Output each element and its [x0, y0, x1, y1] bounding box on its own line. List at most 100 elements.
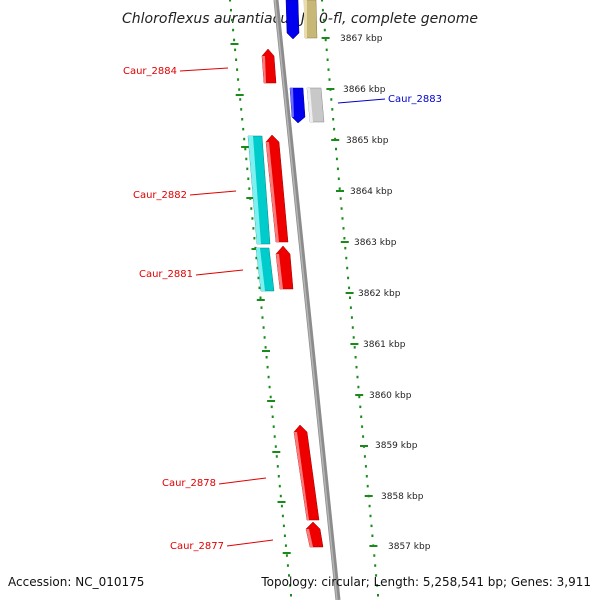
gene-caur-2883[interactable] — [289, 87, 306, 124]
gene-label-caur-2884-group: Caur_2884 — [123, 66, 229, 77]
ruler-dot — [257, 276, 260, 280]
ruler-dot — [290, 594, 292, 597]
ruler-dot — [330, 98, 333, 101]
ruler-dot — [327, 68, 330, 71]
ruler-dot — [342, 227, 345, 230]
ruler-dot — [279, 494, 282, 498]
ruler-dot — [240, 108, 243, 111]
tick-label-3857: 3857 kbp — [388, 542, 431, 552]
ruler-dot — [277, 475, 280, 478]
ruler-dot — [247, 177, 250, 180]
gene-label-caur-2877-group: Caur_2877 — [170, 539, 274, 552]
gene-label-caur-2878[interactable]: Caur_2878 — [162, 478, 216, 489]
gene-label-caur-2883[interactable]: Caur_2883 — [388, 94, 442, 105]
ruler-dot — [256, 266, 259, 270]
ruler-dot — [242, 127, 245, 131]
ruler-dot — [340, 207, 343, 210]
ruler-dot — [355, 365, 358, 369]
ruler-dot — [362, 435, 365, 438]
ruler-dot — [252, 227, 255, 230]
ruler-dot — [356, 375, 359, 379]
gene-red-2881-partner[interactable] — [275, 245, 294, 290]
ruler-dot — [251, 217, 254, 220]
ruler-dot — [324, 38, 327, 42]
gene-caur-2884[interactable] — [261, 48, 277, 84]
ruler-dot — [280, 504, 283, 508]
gene-caur-2882[interactable] — [247, 135, 271, 245]
ruler-dot — [332, 118, 335, 121]
ruler-dot — [363, 455, 366, 458]
gene-top-blue[interactable] — [285, 0, 300, 40]
ruler-dot — [263, 336, 266, 339]
left-ruler — [229, 0, 292, 597]
gene-caur-2877[interactable] — [305, 521, 324, 548]
ruler-dot — [374, 564, 377, 567]
gene-label-caur-2882-group: Caur_2882 — [133, 190, 237, 201]
ruler-dot — [283, 534, 286, 537]
ruler-dot — [375, 574, 378, 577]
gene-label-caur-2878-group: Caur_2878 — [162, 477, 267, 489]
gene-label-caur-2884[interactable]: Caur_2884 — [123, 66, 177, 77]
ruler-dot — [238, 88, 241, 91]
ruler-dot — [346, 266, 349, 270]
ruler-dot — [341, 217, 344, 220]
gene-label-caur-2882[interactable]: Caur_2882 — [133, 190, 187, 201]
ruler-dot — [285, 554, 288, 557]
ruler-dot — [322, 18, 325, 22]
ruler-dot — [275, 455, 278, 458]
ruler-dot — [272, 425, 275, 428]
gene-label-caur-2877[interactable]: Caur_2877 — [170, 541, 224, 552]
ruler-dot — [354, 356, 357, 359]
ruler-dot — [284, 544, 287, 547]
ruler-dot — [365, 475, 368, 478]
ruler-dot — [321, 0, 323, 2]
ruler-dot — [266, 365, 269, 369]
ruler-dot — [370, 524, 373, 528]
gene-caur-2878[interactable] — [293, 424, 320, 521]
ruler-dot — [337, 177, 340, 180]
ruler-dot — [258, 286, 261, 290]
tick-label-3864: 3864 kbp — [350, 187, 393, 197]
topology-text: Topology: circular; Length: 5,258,541 bp… — [260, 575, 591, 589]
tick-label-3866: 3866 kbp — [343, 85, 386, 95]
gene-caur-2881[interactable] — [255, 247, 275, 292]
ruler-dot — [344, 246, 347, 250]
ruler-dot — [350, 316, 353, 319]
ruler-dot — [236, 68, 239, 71]
ruler-dot — [376, 584, 379, 587]
ruler-dot — [244, 147, 247, 151]
ruler-dot — [335, 147, 337, 151]
ruler-dot — [273, 435, 276, 438]
ruler-dot — [243, 137, 246, 141]
ruler-dot — [239, 98, 242, 101]
ruler-dot — [371, 534, 374, 537]
ruler-dot — [343, 237, 346, 240]
ruler-dot — [358, 395, 361, 399]
ruler-dot — [361, 425, 364, 428]
ruler-dot — [267, 375, 270, 379]
ruler-dot — [253, 237, 256, 240]
gene-top-olive[interactable] — [303, 0, 318, 39]
ruler-dot — [321, 8, 324, 12]
gene-label-caur-2881-group: Caur_2881 — [139, 269, 244, 280]
ruler-dot — [237, 78, 240, 81]
ruler-dot — [357, 385, 360, 389]
ruler-dot — [262, 326, 265, 329]
ruler-dot — [233, 38, 236, 42]
genome-backbone — [273, 0, 341, 600]
ruler-dot — [339, 197, 342, 200]
gene-red-2882-partner[interactable] — [265, 134, 289, 243]
ruler-dot — [264, 346, 267, 349]
ruler-dot — [333, 127, 336, 131]
ruler-dot — [261, 316, 264, 319]
ruler-dot — [255, 256, 258, 260]
ruler-dot — [248, 187, 251, 190]
gene-label-caur-2881[interactable]: Caur_2881 — [139, 269, 193, 280]
gene-gray[interactable] — [306, 87, 325, 123]
ruler-dot — [336, 167, 339, 171]
tick-label-3867: 3867 kbp — [340, 34, 383, 44]
ruler-dot — [229, 0, 231, 2]
ruler-dot — [326, 58, 329, 61]
ruler-dot — [348, 286, 351, 290]
